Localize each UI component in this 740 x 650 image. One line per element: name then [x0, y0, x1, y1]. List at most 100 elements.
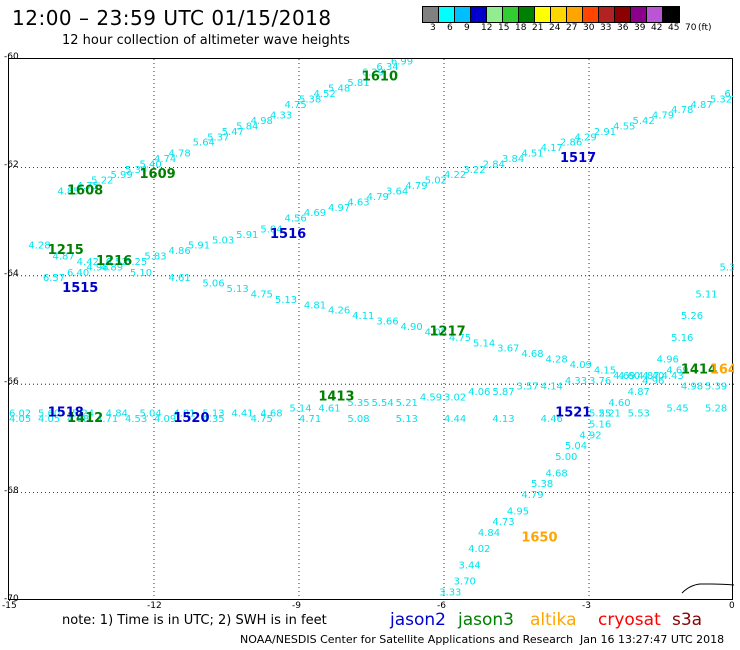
wave-height-value: 4.33	[565, 376, 587, 387]
wave-height-value: 6.40	[67, 268, 89, 279]
pass-number-label: 1414	[681, 362, 717, 377]
y-axis-tick-label: -64	[4, 268, 19, 279]
wave-height-value: 5.13	[275, 295, 297, 306]
wave-height-value: 6.29	[362, 67, 384, 78]
colorbar-swatch	[615, 7, 631, 22]
wave-height-value: 3.84	[502, 154, 524, 165]
pass-number-label: 1610	[362, 70, 398, 85]
wave-height-value: 4.68	[546, 468, 568, 479]
colorbar-swatch	[583, 7, 599, 22]
wave-height-value: 5.25	[589, 409, 611, 420]
wave-height-value: 5.91	[188, 241, 210, 252]
wave-height-value: 4.81	[304, 300, 326, 311]
wave-height-value: 5.87	[492, 387, 514, 398]
colorbar-label: 27	[566, 23, 578, 33]
colorbar-swatch	[599, 7, 615, 22]
wave-height-value: 4.75	[449, 333, 471, 344]
pass-number-label: 1609	[140, 167, 176, 182]
y-axis-tick-label: -66	[4, 377, 19, 388]
wave-height-value: 5.99	[111, 170, 133, 181]
colorbar-swatch	[663, 7, 679, 22]
wave-height-value: 3.66	[376, 317, 398, 328]
wave-height-value: 5.64	[193, 138, 215, 149]
wave-height-value: 4.79	[367, 192, 389, 203]
generated-timestamp: Jan 16 13:27:47 UTC 2018	[580, 633, 725, 646]
wave-height-value: 4.56	[285, 214, 307, 225]
wave-height-value: 5.37	[207, 132, 229, 143]
pass-number-label: 1217	[430, 324, 466, 339]
map-subtitle: 12 hour collection of altimeter wave hei…	[62, 33, 350, 48]
wave-height-value: 4.35	[202, 414, 224, 425]
wave-height-value: 4.69	[666, 365, 688, 376]
wave-height-value: 4.17	[541, 143, 563, 154]
wave-height-value: 5.28	[705, 403, 727, 414]
wave-height-value: 4.79	[405, 181, 427, 192]
wave-height-value: 5.00	[555, 452, 577, 463]
colorbar-label: 12	[481, 23, 493, 33]
colorbar-swatch	[567, 7, 583, 22]
legend-satellite-jason3: jason3	[458, 610, 514, 630]
wave-height-value: 4.28	[546, 355, 568, 366]
wave-height-value: 4.13	[492, 414, 514, 425]
wave-height-value: 5.14	[473, 338, 495, 349]
wave-height-value: 5.38	[299, 94, 321, 105]
wave-height-value: 4.92	[579, 430, 601, 441]
wave-height-value: 5.84	[236, 121, 258, 132]
wave-height-value: 4.79	[521, 490, 543, 501]
credit-line: NOAA/NESDIS Center for Satellite Applica…	[240, 633, 574, 646]
wave-height-value: 6.24	[724, 89, 734, 100]
colorbar-swatch	[423, 7, 439, 22]
wave-height-value: 5.24	[72, 409, 94, 420]
wave-height-value: 5.11	[695, 289, 717, 300]
pass-number-label: 1517	[560, 151, 596, 166]
coastline	[681, 583, 734, 594]
colorbar-label: 24	[549, 23, 561, 33]
colorbar-label: (ft)	[698, 23, 712, 33]
wave-height-value: 4.59	[420, 392, 442, 403]
wave-height-value: 5.34	[125, 165, 147, 176]
wave-height-value: 5.39	[705, 382, 727, 393]
wave-height-value: 4.55	[613, 121, 635, 132]
wave-height-value: 5.16	[671, 333, 693, 344]
x-axis-tick-label: -9	[292, 601, 301, 611]
wave-height-value: 5.53	[628, 409, 650, 420]
wave-height-value: 4.09	[154, 414, 176, 425]
wave-height-value: 4.29	[575, 132, 597, 143]
wave-height-value: 3.02	[444, 392, 466, 403]
colorbar-swatch	[551, 7, 567, 22]
colorbar-swatch	[631, 7, 647, 22]
wave-height-value: 5.54	[372, 398, 394, 409]
y-axis-tick-label: -62	[4, 160, 19, 171]
wave-height-value: 4.51	[521, 149, 543, 160]
wave-height-value: 4.41	[231, 409, 253, 420]
wave-height-value: 4.98	[251, 116, 273, 127]
wave-height-value: 4.84	[106, 409, 128, 420]
colorbar-label: 30	[583, 23, 595, 33]
wave-height-value: 4.73	[492, 517, 514, 528]
wave-height-value: 5.40	[140, 159, 162, 170]
wave-height-value: 4.69	[304, 208, 326, 219]
wave-height-value: 4.95	[507, 506, 529, 517]
wave-height-value: 5.06	[202, 279, 224, 290]
colorbar-swatch	[519, 7, 535, 22]
wave-height-value: 6.02	[9, 409, 31, 420]
wave-height-value: 4.44	[444, 414, 466, 425]
wave-height-value: 5.21	[599, 409, 621, 420]
wave-height-value: 5.14	[289, 403, 311, 414]
wave-height-value: 4.14	[541, 382, 563, 393]
wave-height-value: 4.71	[96, 414, 118, 425]
pass-number-label: 1413	[318, 389, 354, 404]
wave-height-value: 4.61	[318, 403, 340, 414]
colorbar-label: 70	[685, 23, 697, 33]
wave-height-value: 4.26	[328, 306, 350, 317]
wave-height-value: 5.48	[328, 84, 350, 95]
wave-height-value: 5.21	[396, 398, 418, 409]
x-axis-tick-label: -12	[147, 601, 162, 611]
wave-height-value: 3.70	[454, 577, 476, 588]
map-canvas: 4.854.755.225.995.345.404.744.785.645.37…	[9, 59, 734, 601]
wave-height-value: 5.03	[212, 235, 234, 246]
wave-height-value: 5.38	[531, 479, 553, 490]
wave-height-value: 4.89	[101, 262, 123, 273]
wave-height-value: 5.83	[144, 252, 166, 263]
wave-height-value: 4.78	[671, 105, 693, 116]
